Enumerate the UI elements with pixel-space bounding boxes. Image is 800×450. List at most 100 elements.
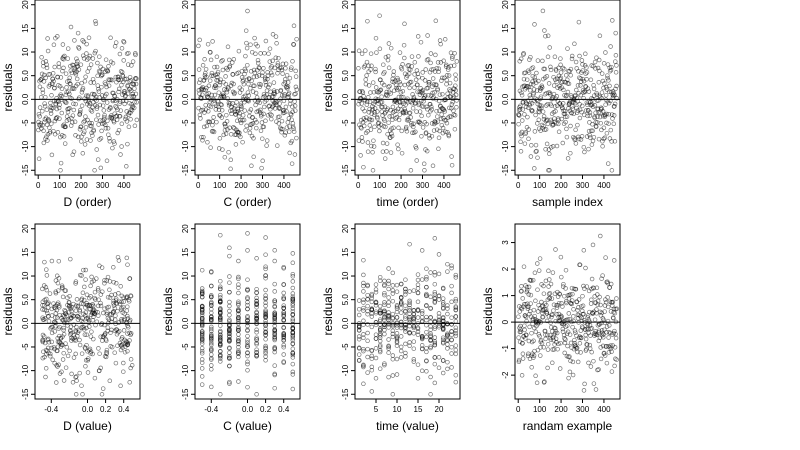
data-point: [90, 76, 96, 82]
data-point: [68, 316, 73, 322]
data-point: [591, 83, 596, 88]
data-point: [407, 302, 412, 308]
data-point: [92, 168, 97, 173]
data-point: [107, 287, 112, 293]
y-tick-label: 15: [21, 23, 30, 32]
y-tick-label: 20: [501, 0, 510, 9]
data-point: [606, 335, 611, 340]
data-point: [583, 51, 588, 57]
data-point: [415, 376, 421, 381]
data-point: [558, 75, 564, 81]
data-point: [61, 378, 67, 383]
data-point: [255, 57, 261, 63]
data-point: [526, 284, 532, 290]
data-point: [210, 73, 216, 79]
data-point: [415, 286, 421, 291]
data-point: [403, 292, 408, 297]
data-point: [84, 51, 89, 56]
data-point: [440, 305, 446, 310]
data-point: [250, 115, 255, 120]
data-point: [73, 351, 78, 357]
data-point: [79, 90, 85, 95]
data-point: [114, 117, 120, 123]
data-point: [214, 54, 220, 60]
data-point: [359, 126, 364, 131]
data-point: [542, 66, 548, 72]
data-point: [606, 100, 612, 106]
x-axis-label: randam example: [523, 419, 613, 433]
data-point: [54, 363, 59, 368]
data-point: [445, 261, 450, 267]
data-point: [410, 105, 416, 111]
data-point: [94, 98, 99, 103]
data-point: [382, 156, 388, 161]
data-point: [532, 75, 537, 80]
data-point: [443, 129, 448, 134]
data-point: [390, 283, 396, 288]
data-point: [116, 127, 122, 133]
x-tick-label: 100: [533, 181, 547, 190]
data-point: [393, 97, 399, 103]
data-point: [361, 335, 366, 341]
data-point: [290, 386, 296, 392]
data-point: [365, 346, 370, 352]
data-point: [612, 363, 617, 369]
data-point: [359, 51, 365, 57]
x-tick-label: 300: [256, 181, 270, 190]
data-point: [449, 299, 454, 305]
data-point: [361, 300, 366, 305]
data-point: [521, 301, 527, 307]
data-point: [558, 62, 563, 68]
data-point: [245, 344, 250, 349]
data-point: [209, 293, 214, 298]
data-point: [118, 152, 123, 157]
data-point: [427, 79, 432, 85]
data-point: [426, 92, 431, 98]
data-point: [377, 13, 382, 18]
data-point: [400, 88, 406, 94]
data-point: [538, 353, 543, 358]
data-point: [601, 350, 607, 356]
data-point: [243, 68, 249, 74]
data-point: [523, 314, 529, 320]
data-point: [397, 50, 403, 55]
data-point: [95, 303, 101, 309]
data-point: [382, 322, 387, 327]
data-point: [597, 114, 603, 120]
data-point: [209, 348, 214, 354]
data-point: [264, 138, 270, 143]
data-point: [254, 353, 259, 359]
data-point: [556, 300, 562, 306]
data-point: [520, 356, 526, 361]
x-tick-label: 0: [196, 181, 201, 190]
data-point: [254, 317, 259, 322]
data-point: [358, 153, 363, 158]
data-point: [114, 327, 119, 332]
data-point: [263, 311, 268, 316]
data-point: [278, 96, 283, 102]
data-point: [45, 48, 51, 54]
data-point: [535, 347, 541, 353]
data-point: [533, 112, 538, 118]
data-point: [576, 69, 581, 74]
data-point: [247, 126, 253, 131]
data-point: [263, 38, 269, 44]
data-point: [432, 340, 438, 346]
data-point: [236, 379, 241, 384]
data-point: [608, 127, 614, 133]
data-point: [440, 302, 446, 307]
data-point: [592, 103, 598, 108]
data-point: [245, 342, 250, 348]
data-point: [208, 104, 214, 110]
data-point: [267, 82, 272, 87]
data-point: [98, 136, 104, 141]
data-point: [265, 76, 270, 82]
data-point: [398, 281, 404, 287]
data-point: [573, 330, 578, 335]
data-point: [240, 118, 245, 123]
data-point: [290, 301, 296, 306]
data-point: [224, 112, 229, 118]
data-point: [382, 69, 387, 75]
data-point: [43, 366, 49, 371]
data-point: [545, 332, 550, 338]
